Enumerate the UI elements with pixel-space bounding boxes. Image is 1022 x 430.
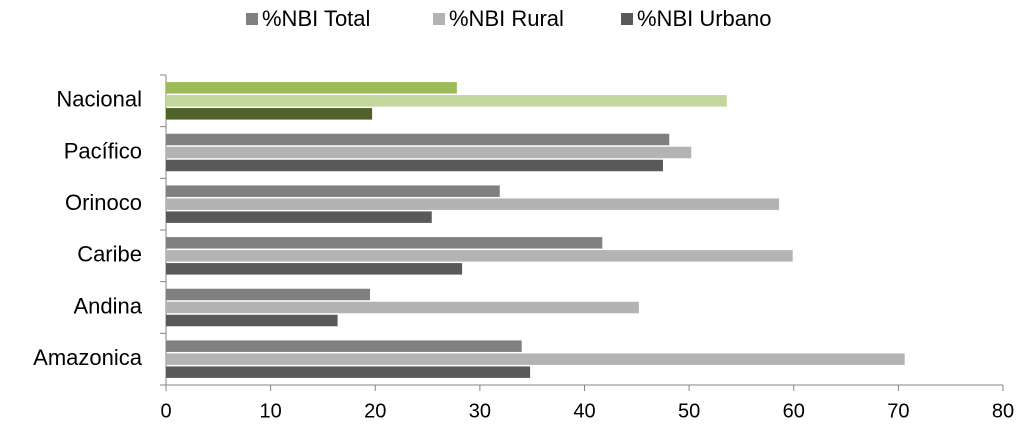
bar <box>166 108 373 120</box>
bar <box>166 353 905 365</box>
x-tick-label: 30 <box>469 400 491 422</box>
bar <box>166 237 603 249</box>
bar <box>166 314 338 327</box>
bar <box>166 95 727 107</box>
bar <box>166 159 663 172</box>
x-tick-label: 10 <box>260 400 282 422</box>
legend-swatch <box>621 13 633 25</box>
x-tick-label: 50 <box>678 400 700 422</box>
bar <box>166 133 670 146</box>
bar <box>166 250 793 262</box>
y-tick-label: Amazonica <box>33 345 143 370</box>
bar <box>166 366 531 378</box>
legend-label: %NBI Total <box>262 6 370 31</box>
x-tick-label: 80 <box>992 400 1014 422</box>
bar <box>166 211 432 223</box>
bar <box>166 185 500 197</box>
y-tick-label: Pacífico <box>64 138 142 163</box>
x-tick-label: 70 <box>887 400 909 422</box>
legend-label: %NBI Urbano <box>637 6 772 31</box>
x-tick-label: 20 <box>364 400 386 422</box>
x-tick-label: 40 <box>573 400 595 422</box>
bar <box>166 263 463 275</box>
x-tick-label: 60 <box>783 400 805 422</box>
legend-swatch <box>246 13 258 25</box>
bar <box>166 146 692 159</box>
y-tick-label: Nacional <box>56 87 142 112</box>
bar <box>166 288 371 301</box>
bar <box>166 301 639 314</box>
bar <box>166 198 780 210</box>
y-tick-label: Andina <box>73 293 142 318</box>
legend-label: %NBI Rural <box>449 6 564 31</box>
x-tick-label: 0 <box>160 400 171 422</box>
bar <box>166 340 522 352</box>
y-tick-label: Orinoco <box>65 190 142 215</box>
legend-swatch <box>433 13 445 25</box>
bar <box>166 82 457 94</box>
y-tick-label: Caribe <box>77 242 142 267</box>
